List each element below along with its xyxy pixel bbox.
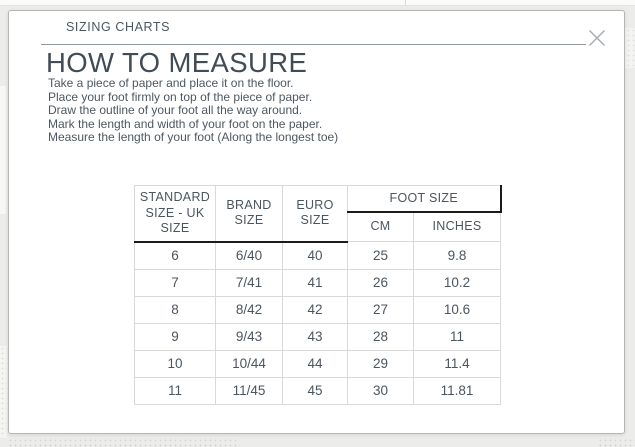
size-chart-table: STANDARD SIZE - UK SIZE BRAND SIZE EURO … (134, 185, 502, 405)
table-header-row: STANDARD SIZE - UK SIZE BRAND SIZE EURO … (134, 185, 502, 243)
table-row: 8 8/42 42 27 10.6 (134, 295, 501, 324)
cell-euro-size: 41 (282, 268, 348, 297)
cell-cm: 26 (347, 268, 414, 297)
modal-heading: SIZING CHARTS (66, 20, 171, 34)
cell-brand-size: 9/43 (215, 322, 283, 351)
instruction-line: Mark the length and width of your foot o… (48, 116, 323, 131)
cell-euro-size: 44 (282, 349, 348, 378)
cell-inches: 11 (413, 322, 501, 351)
cell-cm: 29 (347, 349, 414, 378)
column-header-standard-size: STANDARD SIZE - UK SIZE (134, 185, 216, 243)
column-header-euro-size: EURO SIZE (282, 185, 348, 243)
close-icon (588, 29, 606, 47)
cell-brand-size: 8/42 (215, 295, 283, 324)
column-header-inches: INCHES (413, 211, 501, 242)
instruction-line: Take a piece of paper and place it on th… (48, 76, 294, 90)
cell-inches: 11.4 (413, 349, 501, 378)
background-page-bottom-left-texture (8, 438, 240, 447)
cell-cm: 27 (347, 295, 414, 324)
background-page-top-strip (0, 0, 635, 6)
cell-inches: 11.81 (413, 376, 501, 405)
cell-uk-size: 6 (134, 241, 216, 270)
cell-brand-size: 10/44 (215, 349, 283, 378)
cell-cm: 28 (347, 322, 414, 351)
cell-uk-size: 11 (134, 376, 216, 405)
instruction-line: Measure the length of your foot (Along t… (48, 130, 339, 145)
cell-brand-size: 6/40 (215, 241, 283, 270)
instruction-line: Draw the outline of your foot all the wa… (48, 103, 303, 118)
table-row: 7 7/41 41 26 10.2 (134, 268, 501, 297)
cell-uk-size: 10 (134, 349, 216, 378)
cell-cm: 25 (347, 241, 414, 270)
cell-euro-size: 43 (282, 322, 348, 351)
column-header-brand-size: BRAND SIZE (215, 185, 283, 243)
table-row: 10 10/44 44 29 11.4 (134, 349, 501, 378)
cell-brand-size: 7/41 (215, 268, 283, 297)
table-row: 9 9/43 43 28 11 (134, 322, 501, 351)
cell-uk-size: 9 (134, 322, 216, 351)
measuring-instructions: Take a piece of paper and place it on th… (48, 76, 339, 145)
background-page-left-block (0, 86, 6, 214)
cell-inches: 10.6 (413, 295, 501, 324)
cell-cm: 30 (347, 376, 414, 405)
header-divider (41, 44, 586, 45)
cell-euro-size: 42 (282, 295, 348, 324)
table-row: 6 6/40 40 25 9.8 (134, 241, 501, 270)
sizing-charts-modal: SIZING CHARTS HOW TO MEASURE Take a piec… (8, 10, 625, 434)
column-header-cm: CM (347, 211, 414, 242)
table-row: 11 11/45 45 30 11.81 (134, 376, 501, 405)
page-title: HOW TO MEASURE (46, 47, 308, 78)
cell-inches: 10.2 (413, 268, 501, 297)
background-page-left-texture (0, 346, 7, 438)
cell-euro-size: 40 (282, 241, 348, 270)
cell-uk-size: 8 (134, 295, 216, 324)
close-button[interactable] (586, 27, 608, 49)
cell-brand-size: 11/45 (215, 376, 283, 405)
instruction-line: Place your foot firmly on top of the pie… (48, 89, 313, 104)
cell-euro-size: 45 (282, 376, 348, 405)
background-page-bottom-right-texture (598, 438, 635, 447)
cell-inches: 9.8 (413, 241, 501, 270)
table-subheader-row: CM INCHES (135, 211, 501, 242)
column-header-foot-size: FOOT SIZE (347, 185, 502, 213)
background-page-divider (405, 0, 406, 5)
cell-uk-size: 7 (134, 268, 216, 297)
